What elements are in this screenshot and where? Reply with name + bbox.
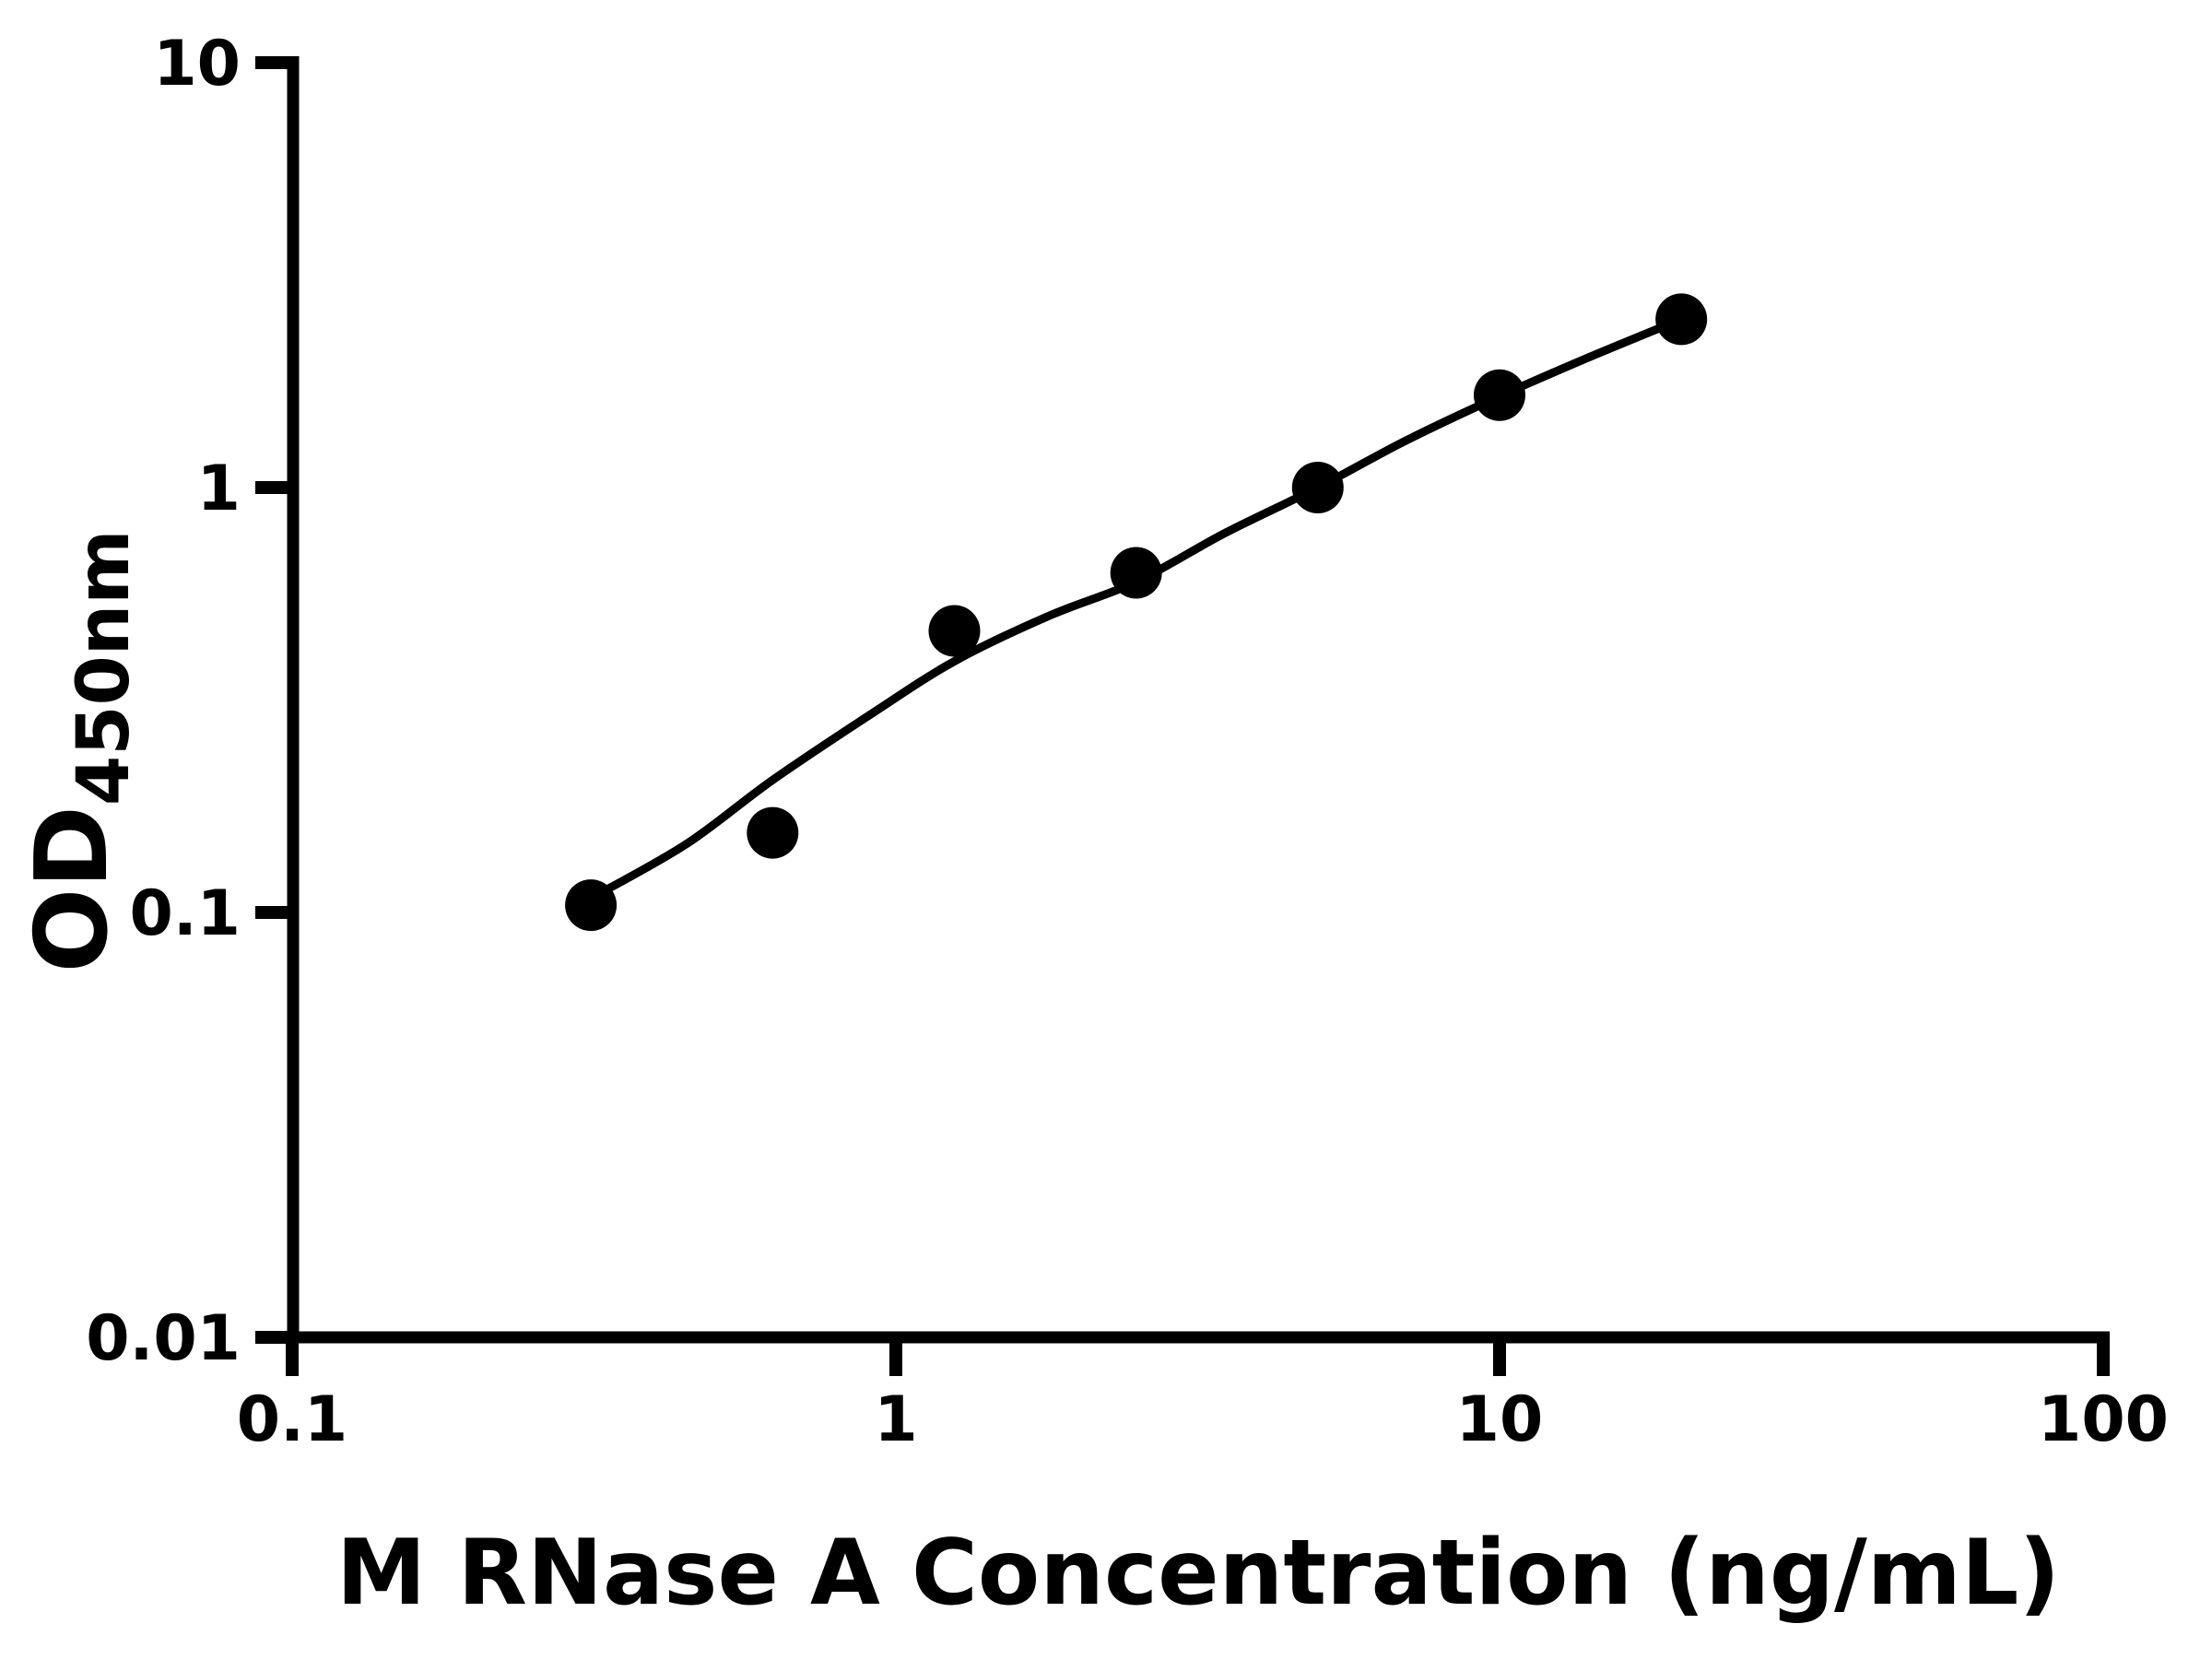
x-tick-label: 10 bbox=[1456, 1383, 1544, 1456]
y-axis-title-main: OD bbox=[15, 806, 130, 972]
data-points bbox=[565, 293, 1708, 932]
x-tick-label: 100 bbox=[2038, 1383, 2169, 1456]
y-tick-label: 10 bbox=[153, 28, 241, 100]
x-tick-label: 0.1 bbox=[237, 1383, 347, 1456]
x-axis-title: M RNase A Concentration (ng/mL) bbox=[336, 1521, 2060, 1626]
data-point bbox=[1110, 547, 1162, 599]
y-tick-label: 0.1 bbox=[130, 877, 241, 950]
data-point bbox=[1474, 369, 1525, 421]
x-tick-label: 1 bbox=[874, 1383, 917, 1456]
y-tick-label: 1 bbox=[197, 453, 241, 525]
y-axis-title-subscript: 450nm bbox=[63, 529, 146, 806]
axes bbox=[255, 56, 2110, 1376]
y-axis-title: OD450nm bbox=[15, 529, 146, 972]
y-tick-label: 0.01 bbox=[86, 1302, 241, 1375]
data-point bbox=[1655, 293, 1708, 346]
data-point bbox=[1291, 462, 1344, 513]
data-point bbox=[747, 806, 799, 859]
data-point bbox=[928, 605, 981, 657]
tick-labels: 0.1 1 10 100 0.01 0.1 1 10 bbox=[86, 28, 2169, 1456]
data-point bbox=[565, 879, 618, 932]
